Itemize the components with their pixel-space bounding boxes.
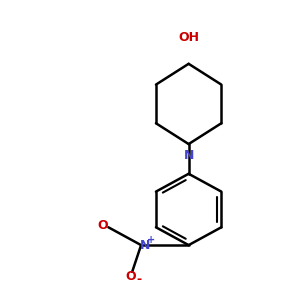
Text: -: - <box>136 273 141 286</box>
Text: +: + <box>147 235 155 245</box>
Text: O: O <box>98 219 108 232</box>
Text: OH: OH <box>178 32 199 44</box>
Text: O: O <box>125 270 136 283</box>
Text: N: N <box>184 148 194 161</box>
Text: N: N <box>140 238 150 252</box>
